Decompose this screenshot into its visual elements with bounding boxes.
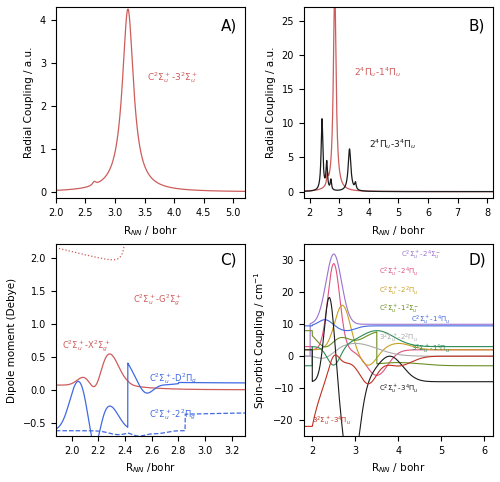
Text: 3$^2\Sigma_u^+$-3$^4\Pi_u$: 3$^2\Sigma_u^+$-3$^4\Pi_u$	[312, 415, 352, 428]
Text: 3$^2\Sigma_u^+$-2$^2\Pi_u$: 3$^2\Sigma_u^+$-2$^2\Pi_u$	[379, 332, 418, 345]
Text: C$^2\Sigma_u^+$-2$^4\Sigma_u^-$: C$^2\Sigma_u^+$-2$^4\Sigma_u^-$	[400, 248, 441, 262]
X-axis label: R$_{NN}$ /bohr: R$_{NN}$ /bohr	[125, 461, 176, 475]
Text: C$^2\Sigma_u^+$-2$^4\Pi_u$: C$^2\Sigma_u^+$-2$^4\Pi_u$	[379, 266, 418, 279]
Text: D): D)	[468, 252, 486, 267]
Text: C$^2\Sigma_u^+$-3$^4\Pi_u$: C$^2\Sigma_u^+$-3$^4\Pi_u$	[379, 383, 418, 396]
Text: 2$^4\Pi_u$-3$^4\Pi_u$: 2$^4\Pi_u$-3$^4\Pi_u$	[369, 137, 416, 151]
Text: C$^2\Sigma_u^+$-1$^4\Pi_u$: C$^2\Sigma_u^+$-1$^4\Pi_u$	[412, 314, 451, 327]
Text: 3$^2\Sigma_u^+$-1$^4\Pi_u$: 3$^2\Sigma_u^+$-1$^4\Pi_u$	[412, 343, 451, 356]
Text: B): B)	[468, 18, 485, 33]
Y-axis label: Dipole moment (Debye): Dipole moment (Debye)	[7, 278, 17, 403]
Text: 2$^4\Pi_u$-1$^4\Pi_u$: 2$^4\Pi_u$-1$^4\Pi_u$	[354, 65, 401, 79]
Y-axis label: Radial Coupling / a.u.: Radial Coupling / a.u.	[24, 47, 34, 159]
Text: C$^2\Sigma_u^+$-G$^2\Sigma_g^+$: C$^2\Sigma_u^+$-G$^2\Sigma_g^+$	[133, 293, 182, 308]
X-axis label: R$_{NN}$ / bohr: R$_{NN}$ / bohr	[371, 224, 426, 238]
Text: C): C)	[220, 252, 237, 267]
Text: C$^2\Sigma_u^+$-D$^2\Pi_g$: C$^2\Sigma_u^+$-D$^2\Pi_g$	[149, 371, 198, 386]
Text: C$^2\Sigma_u^+$-3$^2\Sigma_u^+$: C$^2\Sigma_u^+$-3$^2\Sigma_u^+$	[148, 70, 199, 85]
Text: C$^2\Sigma_u^+$-1$^2\Sigma_u^-$: C$^2\Sigma_u^+$-1$^2\Sigma_u^-$	[379, 303, 420, 316]
Text: C$^2\Sigma_u^+$-2$^2\Pi_u$: C$^2\Sigma_u^+$-2$^2\Pi_u$	[379, 285, 418, 298]
Y-axis label: Spin-orbit Coupling / cm$^{-1}$: Spin-orbit Coupling / cm$^{-1}$	[252, 271, 268, 409]
Text: C$^2\Sigma_u^+$-2$^2\Pi_g$: C$^2\Sigma_u^+$-2$^2\Pi_g$	[149, 407, 196, 422]
Y-axis label: Radial Coupling / a.u.: Radial Coupling / a.u.	[266, 47, 276, 159]
X-axis label: R$_{NN}$ / bohr: R$_{NN}$ / bohr	[123, 224, 178, 238]
Text: A): A)	[220, 18, 237, 33]
X-axis label: R$_{NN}$ / bohr: R$_{NN}$ / bohr	[371, 461, 426, 475]
Text: C$^2\Sigma_u^+$-X$^2\Sigma_g^+$: C$^2\Sigma_u^+$-X$^2\Sigma_g^+$	[62, 339, 111, 354]
